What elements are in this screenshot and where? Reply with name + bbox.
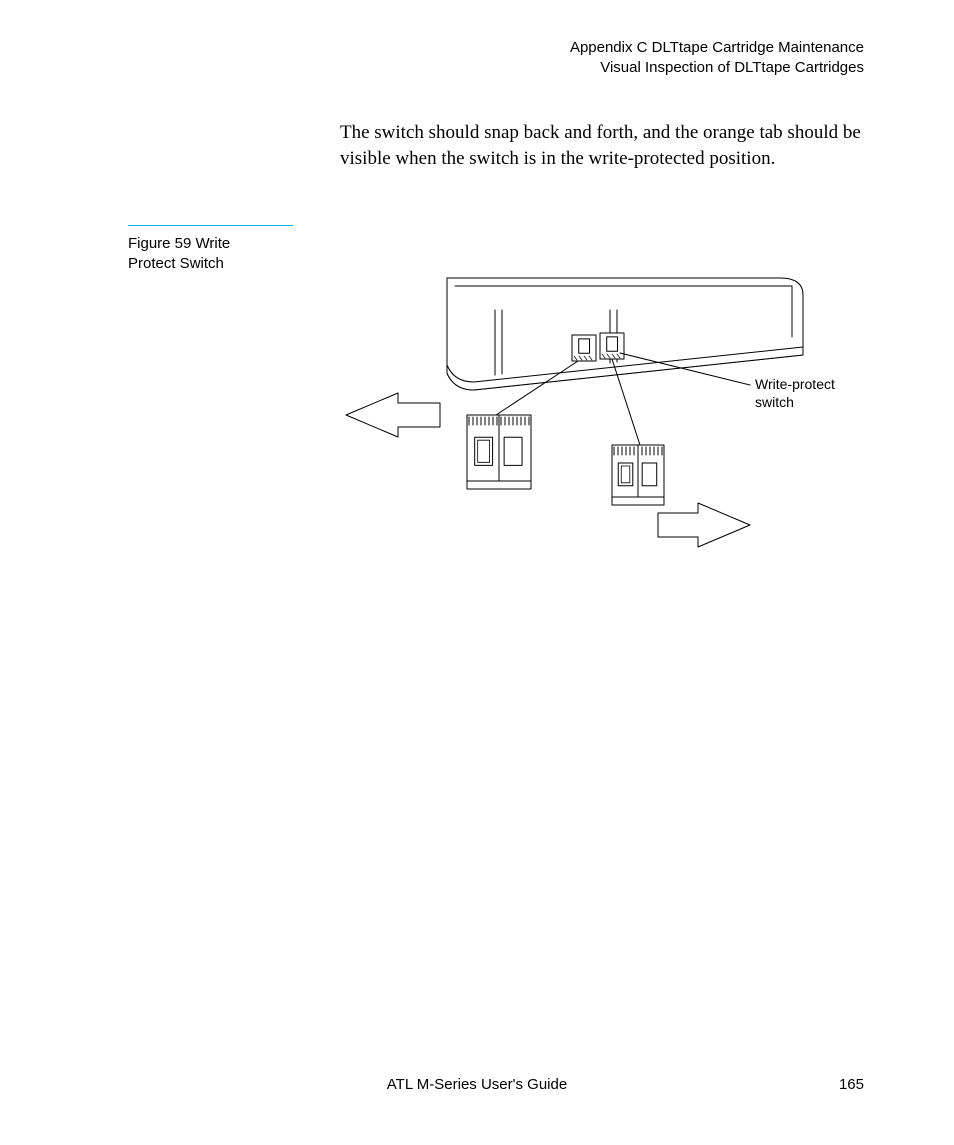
footer-page-number: 165 bbox=[839, 1076, 864, 1093]
callout-line2: switch bbox=[755, 394, 794, 410]
figure-rule bbox=[128, 225, 293, 226]
write-protect-callout: Write-protect switch bbox=[755, 375, 835, 411]
header-line1: Appendix C DLTtape Cartridge Maintenance bbox=[570, 38, 864, 58]
page-header: Appendix C DLTtape Cartridge Maintenance… bbox=[570, 38, 864, 79]
figure-caption-line1: Figure 59 Write bbox=[128, 235, 230, 252]
body-paragraph: The switch should snap back and forth, a… bbox=[340, 120, 870, 171]
header-line2: Visual Inspection of DLTtape Cartridges bbox=[570, 58, 864, 78]
figure-diagram: Write-protect switch bbox=[340, 255, 870, 575]
callout-line1: Write-protect bbox=[755, 376, 835, 392]
figure-caption-line2: Protect Switch bbox=[128, 255, 224, 272]
footer-title: ATL M-Series User's Guide bbox=[0, 1076, 954, 1093]
figure-caption: Figure 59 Write Protect Switch bbox=[128, 234, 308, 275]
diagram-svg bbox=[340, 255, 870, 575]
